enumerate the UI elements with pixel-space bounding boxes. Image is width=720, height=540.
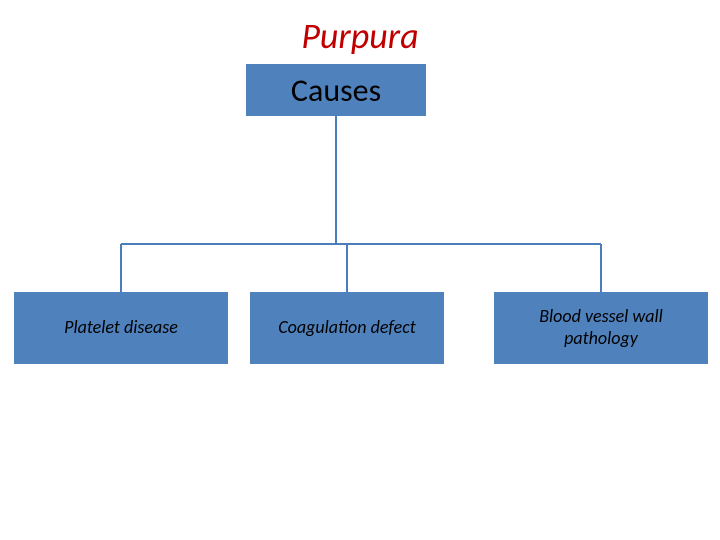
root-node: Causes	[246, 64, 426, 116]
child-node-3-label: Blood vessel wall pathology	[502, 306, 700, 349]
child-node-1: Platelet disease	[14, 292, 228, 364]
child-node-3: Blood vessel wall pathology	[494, 292, 708, 364]
root-node-label: Causes	[291, 71, 381, 110]
slide-title: Purpura	[0, 14, 720, 58]
child-node-1-label: Platelet disease	[64, 317, 178, 339]
slide-title-text: Purpura	[301, 14, 418, 58]
child-node-2-label: Coagulation defect	[278, 317, 416, 339]
child-node-2: Coagulation defect	[250, 292, 444, 364]
